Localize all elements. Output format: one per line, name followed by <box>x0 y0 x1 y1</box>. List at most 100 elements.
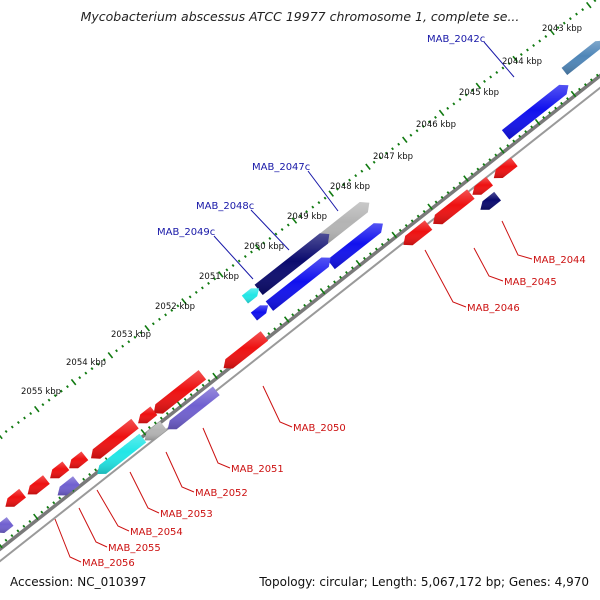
gene-mab-2042c[interactable] <box>561 40 600 76</box>
tick-mark <box>52 501 56 505</box>
tick-mark <box>506 144 510 148</box>
gene-mab-2045[interactable] <box>433 189 475 225</box>
tick-mark <box>380 242 384 246</box>
gene-mab-2044-dark[interactable] <box>480 191 501 210</box>
tick-mark <box>151 322 155 326</box>
gene-label-mab-2046[interactable]: MAB_2046 <box>467 303 520 314</box>
leader-mab-2054 <box>96 489 130 532</box>
leader-mab-2046 <box>424 249 467 308</box>
gene-mab-2046[interactable] <box>403 220 433 246</box>
gene-mab-2043c[interactable] <box>501 84 569 140</box>
gene-gray-2052[interactable] <box>144 421 167 441</box>
tick-mark <box>499 147 505 154</box>
tick-mark <box>29 412 33 416</box>
gene-label-mab-2042c[interactable]: MAB_2042c <box>427 34 485 45</box>
gene-mab-2054[interactable] <box>50 461 70 479</box>
tick-mark <box>34 405 40 413</box>
gene-label-mab-2045[interactable]: MAB_2045 <box>504 277 557 288</box>
tick-mark <box>319 288 326 295</box>
tick-mark <box>544 35 548 39</box>
gene-mab-2044a[interactable] <box>493 157 518 179</box>
gene-mab-2052[interactable] <box>91 418 139 459</box>
gene-label-mab-2051[interactable]: MAB_2051 <box>231 464 284 475</box>
tick-mark <box>427 203 433 210</box>
topology-stats-text: Topology: circular; Length: 5,067,172 bp… <box>259 575 589 589</box>
gene-mab-2049c[interactable] <box>265 257 331 311</box>
gene-label-mab-2052[interactable]: MAB_2052 <box>195 488 248 499</box>
gene-cyan-2051[interactable] <box>241 288 260 304</box>
tick-mark <box>427 120 431 124</box>
leader-mab-2051 <box>202 427 231 469</box>
gene-mab-2056[interactable] <box>5 488 27 507</box>
tick-mark <box>144 325 150 332</box>
scale-label: 2052 kbp <box>155 302 195 312</box>
tick-mark <box>305 210 309 214</box>
gene-label-mab-2054[interactable]: MAB_2054 <box>130 527 183 538</box>
tick-mark <box>542 115 546 119</box>
gene-mab-2051b[interactable] <box>138 406 158 424</box>
gene-label-mab-2047c[interactable]: MAB_2047c <box>252 162 310 173</box>
tick-mark <box>483 79 486 83</box>
gene-purple-2056[interactable] <box>0 517 14 533</box>
tick-mark <box>66 385 69 389</box>
gene-mab-2043c-shade <box>501 84 569 140</box>
tick-mark <box>102 358 106 362</box>
tick-mark <box>464 93 468 97</box>
tick-mark <box>82 477 86 481</box>
gene-mab-2050[interactable] <box>223 331 269 369</box>
tick-mark <box>446 191 450 195</box>
gene-mab-2044a-shade <box>493 157 518 179</box>
backbone-line <box>0 73 600 552</box>
tick-mark <box>328 190 334 197</box>
gene-mab-2047c[interactable] <box>254 233 330 295</box>
tick-mark <box>188 295 192 299</box>
gene-label-mab-2055[interactable]: MAB_2055 <box>108 543 161 554</box>
gene-label-mab-2056[interactable]: MAB_2056 <box>82 558 135 569</box>
tick-mark <box>342 183 345 187</box>
scale-label: 2047 kbp <box>373 152 413 162</box>
gene-cyan-2053[interactable] <box>97 433 147 474</box>
gene-purple-2056-shade <box>0 517 14 533</box>
leader-mab-2053 <box>129 471 160 514</box>
tick-mark <box>482 162 486 166</box>
tick-mark <box>201 383 205 387</box>
gene-blue-2051[interactable] <box>250 305 269 321</box>
gene-label-mab-2048c[interactable]: MAB_2048c <box>196 201 254 212</box>
gene-mab-2053[interactable] <box>69 451 89 469</box>
tick-mark <box>195 388 199 392</box>
tick-mark <box>0 434 3 440</box>
tick-mark <box>530 125 534 129</box>
tick-mark <box>452 102 456 106</box>
leader-mab-2055 <box>78 507 108 548</box>
gene-mab-2050-shade <box>223 331 269 369</box>
gene-label-mab-2053[interactable]: MAB_2053 <box>160 509 213 520</box>
gene-label-mab-2044[interactable]: MAB_2044 <box>533 255 586 266</box>
tick-mark <box>585 1 592 9</box>
tick-mark <box>279 322 283 326</box>
tick-mark <box>171 407 175 411</box>
leader-mab-2049c <box>213 235 254 280</box>
tick-mark <box>570 90 577 98</box>
gene-purple-2055[interactable] <box>57 476 80 496</box>
tick-mark <box>463 175 469 182</box>
tick-mark <box>415 129 419 133</box>
gene-mab-2055[interactable] <box>27 475 50 495</box>
tick-mark <box>133 335 137 339</box>
gene-mab-2047c-gray[interactable] <box>316 202 370 247</box>
gene-mab-2051[interactable] <box>153 370 207 414</box>
tick-mark <box>470 88 474 92</box>
gene-mab-2048c[interactable] <box>327 223 383 270</box>
tick-mark <box>189 393 193 397</box>
gene-mab-2044b[interactable] <box>472 176 493 195</box>
gene-mab-2048c-shade <box>327 223 383 270</box>
leader-lines <box>54 41 533 563</box>
tick-mark <box>351 266 354 270</box>
gene-label-mab-2050[interactable]: MAB_2050 <box>293 423 346 434</box>
gene-purple-2051[interactable] <box>167 386 220 430</box>
tick-mark <box>90 367 94 371</box>
reverse-gene-labels: MAB_2042c MAB_2047c MAB_2048c MAB_2049c <box>157 34 485 238</box>
gene-label-mab-2049c[interactable]: MAB_2049c <box>157 227 215 238</box>
tick-mark <box>16 529 20 533</box>
tick-mark <box>10 425 14 429</box>
gene-blue-2051-shade <box>250 305 269 321</box>
